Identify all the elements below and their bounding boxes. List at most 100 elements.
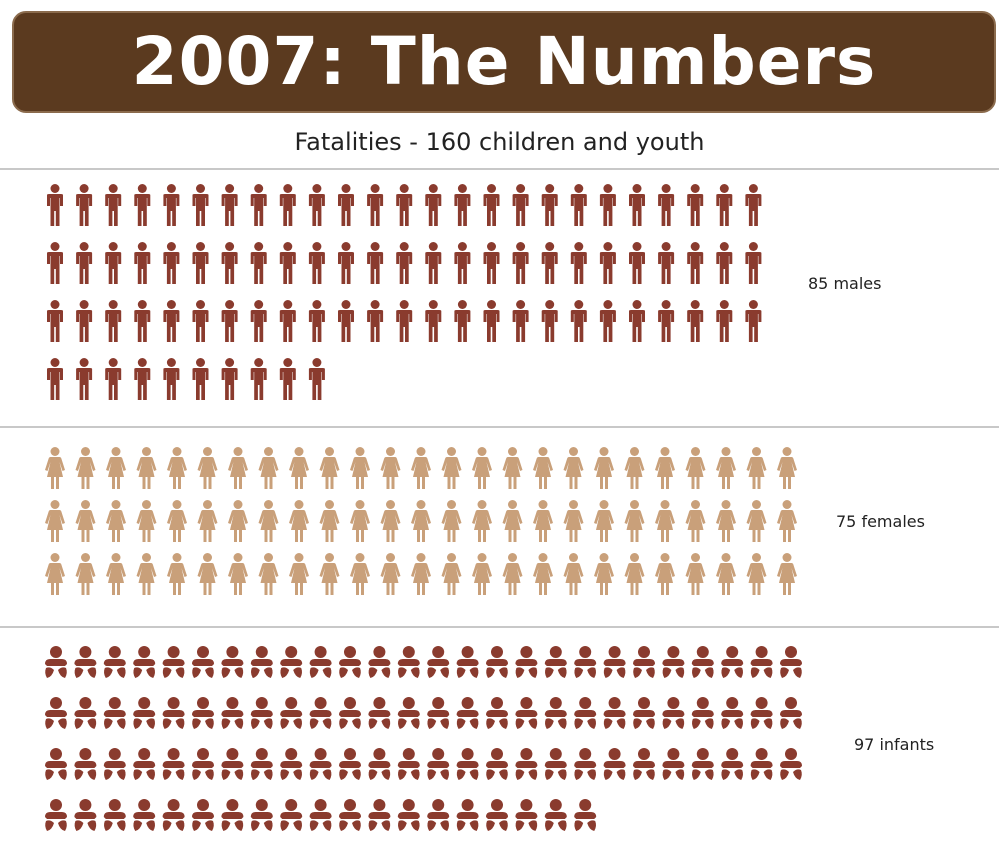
infant-figure-icon [486, 646, 508, 678]
infant-figure-icon [221, 748, 244, 780]
infant-figure-icon [221, 697, 244, 729]
infant-figure-icon [74, 646, 97, 678]
infant-figure-icon [280, 748, 303, 780]
female-figure-icon [106, 447, 126, 489]
infant-figure-icon [133, 799, 156, 831]
infant-figure-icon [339, 697, 361, 729]
male-figure-icon [716, 184, 733, 226]
female-figure-icon [380, 447, 401, 489]
title-banner: 2007: The Numbers [12, 11, 996, 113]
male-figure-icon [192, 242, 209, 284]
infants-count-label: 97 infants [854, 735, 935, 754]
infant-figure-icon [192, 748, 214, 780]
female-figure-icon [411, 447, 431, 489]
female-figure-icon [411, 500, 431, 542]
female-figure-icon [75, 553, 96, 595]
infant-figure-icon [309, 799, 332, 831]
infant-figure-icon [456, 697, 479, 729]
female-figure-icon [197, 447, 218, 489]
female-figure-icon [533, 500, 553, 542]
male-figure-icon [279, 300, 296, 342]
male-figure-icon [716, 242, 733, 284]
female-figure-icon [228, 553, 248, 595]
female-figure-icon [441, 447, 462, 489]
female-figure-icon [380, 553, 401, 595]
male-figure-icon [512, 184, 529, 226]
infant-figure-icon [574, 646, 597, 678]
infant-figure-icon [250, 697, 273, 729]
infant-figure-icon [691, 697, 714, 729]
female-figure-icon [594, 447, 614, 489]
female-figure-icon [228, 447, 248, 489]
infant-figure-icon [133, 646, 156, 678]
infant-figure-icon [250, 799, 273, 831]
infant-figure-icon [45, 799, 67, 831]
male-figure-icon [250, 300, 267, 342]
infant-figure-icon [427, 748, 450, 780]
female-figure-icon [655, 500, 675, 542]
infant-figure-icon [339, 799, 361, 831]
infant-figure-icon [192, 697, 214, 729]
infant-figure-icon [544, 799, 567, 831]
infant-figure-icon [603, 697, 626, 729]
male-figure-icon [221, 242, 238, 284]
infant-figure-icon [339, 748, 361, 780]
male-figure-icon [425, 184, 442, 226]
female-figure-icon [563, 447, 584, 489]
female-figure-icon [319, 500, 340, 542]
females-count-label: 75 females [836, 512, 925, 531]
male-figure-icon [221, 358, 238, 400]
male-figure-icon [163, 300, 180, 342]
male-figure-icon [454, 242, 471, 284]
infant-figure-icon [662, 646, 685, 678]
female-figure-icon [685, 553, 706, 595]
female-figure-icon [746, 447, 767, 489]
female-figure-icon [45, 500, 65, 542]
male-figure-icon [512, 242, 529, 284]
male-figure-icon [338, 184, 354, 226]
infant-figure-icon [633, 646, 655, 678]
male-figure-icon [279, 358, 296, 400]
infant-figure-icon [750, 697, 773, 729]
section-divider [0, 426, 999, 428]
male-figure-icon [105, 300, 122, 342]
male-figure-icon [47, 242, 63, 284]
male-figure-icon [367, 242, 384, 284]
female-figure-icon [777, 553, 797, 595]
infant-figure-icon [162, 748, 185, 780]
male-figure-icon [512, 300, 529, 342]
male-figure-icon [338, 242, 354, 284]
male-figure-icon [76, 358, 93, 400]
male-figure-icon [658, 184, 675, 226]
female-figure-icon [655, 447, 675, 489]
male-figure-icon [454, 184, 471, 226]
infant-figure-icon [133, 748, 156, 780]
female-figure-icon [45, 553, 65, 595]
male-figure-icon [308, 300, 325, 342]
female-figure-icon [411, 553, 431, 595]
male-figure-icon [745, 242, 762, 284]
infant-figure-icon [368, 646, 391, 678]
female-figure-icon [502, 500, 523, 542]
infant-figure-icon [74, 748, 97, 780]
female-figure-icon [746, 553, 767, 595]
infant-figure-icon [221, 799, 244, 831]
male-figure-icon [658, 300, 675, 342]
male-figure-icon [687, 184, 704, 226]
female-figure-icon [472, 447, 492, 489]
male-figure-icon [308, 242, 325, 284]
infant-figure-icon [103, 748, 126, 780]
female-figure-icon [197, 500, 218, 542]
male-figure-icon [163, 242, 180, 284]
page-title: 2007: The Numbers [131, 23, 877, 100]
male-figure-icon [599, 242, 616, 284]
infant-figure-icon [662, 748, 685, 780]
female-figure-icon [777, 447, 797, 489]
female-figure-icon [472, 553, 492, 595]
male-figure-icon [541, 184, 558, 226]
infant-figure-icon [309, 646, 332, 678]
infant-figure-icon [368, 697, 391, 729]
male-figure-icon [192, 358, 209, 400]
male-figure-icon [76, 184, 93, 226]
